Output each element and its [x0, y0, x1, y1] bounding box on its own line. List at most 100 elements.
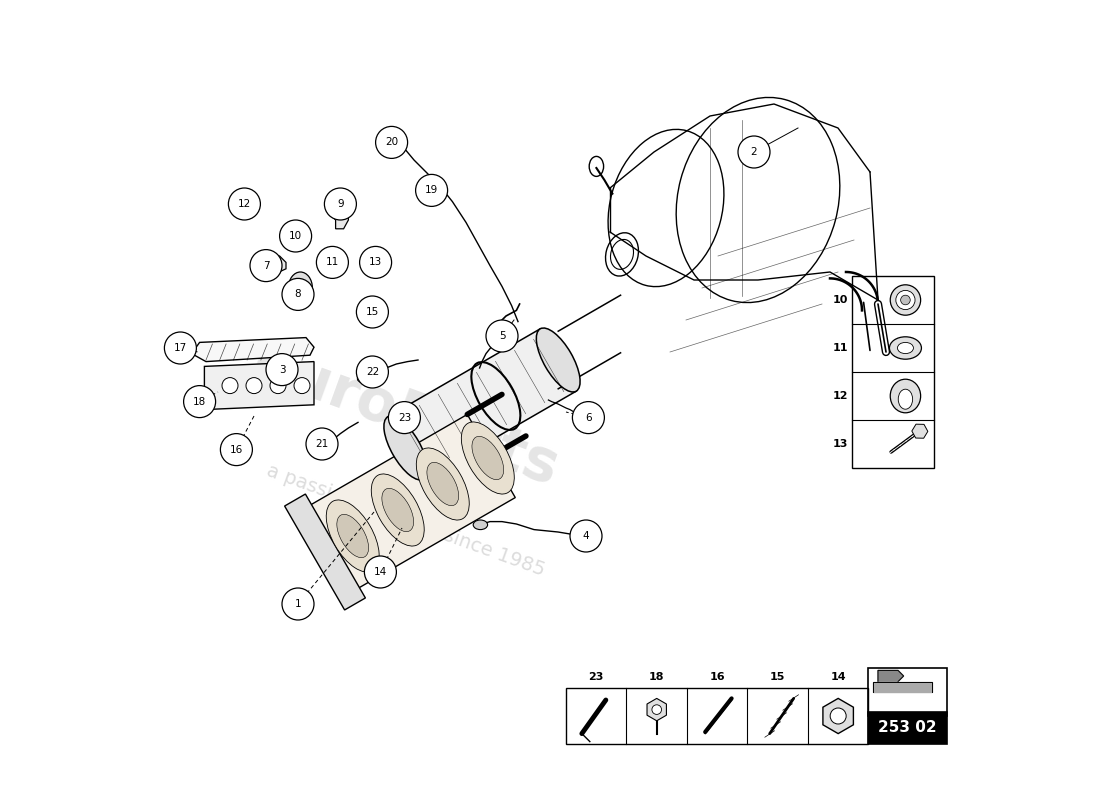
Text: 3: 3	[278, 365, 285, 374]
Text: 18: 18	[649, 671, 664, 682]
Text: 7: 7	[263, 261, 270, 270]
Ellipse shape	[295, 279, 307, 297]
Circle shape	[652, 705, 661, 714]
Text: 21: 21	[316, 439, 329, 449]
Ellipse shape	[427, 462, 459, 506]
Circle shape	[246, 378, 262, 394]
Circle shape	[220, 434, 252, 466]
Text: 4: 4	[583, 531, 590, 541]
Ellipse shape	[337, 514, 368, 558]
Text: 14: 14	[374, 567, 387, 577]
Text: 14: 14	[830, 671, 846, 682]
Text: 12: 12	[238, 199, 251, 209]
Circle shape	[324, 188, 356, 220]
Circle shape	[360, 246, 392, 278]
Circle shape	[332, 210, 342, 219]
Circle shape	[388, 402, 420, 434]
Ellipse shape	[416, 448, 470, 520]
Ellipse shape	[488, 330, 503, 345]
Ellipse shape	[898, 342, 913, 354]
Text: 11: 11	[326, 258, 339, 267]
Ellipse shape	[899, 389, 913, 409]
Polygon shape	[388, 329, 576, 479]
FancyBboxPatch shape	[868, 712, 947, 744]
Ellipse shape	[372, 474, 425, 546]
Text: 19: 19	[425, 186, 438, 195]
Ellipse shape	[288, 272, 312, 304]
Circle shape	[317, 246, 349, 278]
Text: euroParts: euroParts	[245, 334, 566, 498]
Circle shape	[364, 556, 396, 588]
Circle shape	[572, 402, 604, 434]
Text: 11: 11	[833, 343, 848, 353]
Circle shape	[282, 278, 314, 310]
Text: 23: 23	[398, 413, 411, 422]
Ellipse shape	[582, 532, 595, 548]
Circle shape	[184, 386, 216, 418]
Polygon shape	[262, 256, 286, 274]
Text: 16: 16	[710, 671, 725, 682]
Ellipse shape	[426, 189, 438, 198]
Text: 10: 10	[833, 295, 848, 305]
Text: 23: 23	[588, 671, 604, 682]
Text: 2: 2	[750, 147, 757, 157]
Text: a passion for parts since 1985: a passion for parts since 1985	[264, 461, 548, 579]
Ellipse shape	[461, 422, 515, 494]
Text: 22: 22	[366, 367, 379, 377]
Circle shape	[279, 220, 311, 252]
Polygon shape	[873, 682, 933, 692]
Text: 253 02: 253 02	[878, 721, 937, 735]
Circle shape	[830, 708, 846, 724]
Circle shape	[416, 174, 448, 206]
Text: 16: 16	[230, 445, 243, 454]
Polygon shape	[205, 362, 314, 410]
Circle shape	[229, 188, 261, 220]
Text: 15: 15	[366, 307, 379, 317]
Polygon shape	[301, 414, 515, 594]
Polygon shape	[878, 670, 903, 682]
Circle shape	[570, 520, 602, 552]
Text: 18: 18	[192, 397, 206, 406]
Text: 9: 9	[337, 199, 343, 209]
Ellipse shape	[895, 290, 915, 310]
Ellipse shape	[472, 436, 504, 480]
Ellipse shape	[382, 488, 414, 532]
Text: 13: 13	[368, 258, 382, 267]
Ellipse shape	[890, 337, 922, 359]
Ellipse shape	[384, 416, 428, 480]
Ellipse shape	[311, 443, 324, 453]
Text: 8: 8	[295, 290, 301, 299]
Circle shape	[375, 126, 408, 158]
Ellipse shape	[358, 373, 372, 382]
Ellipse shape	[901, 295, 910, 305]
Text: 17: 17	[174, 343, 187, 353]
Circle shape	[270, 378, 286, 394]
Circle shape	[738, 136, 770, 168]
Text: 10: 10	[289, 231, 302, 241]
Text: 1: 1	[295, 599, 301, 609]
Polygon shape	[191, 338, 313, 362]
Circle shape	[356, 296, 388, 328]
Ellipse shape	[327, 500, 380, 572]
Text: 13: 13	[833, 439, 848, 449]
Circle shape	[486, 320, 518, 352]
Text: 6: 6	[585, 413, 592, 422]
Circle shape	[266, 354, 298, 386]
Text: 5: 5	[498, 331, 505, 341]
Polygon shape	[285, 494, 365, 610]
Ellipse shape	[890, 285, 921, 315]
Circle shape	[356, 356, 388, 388]
Text: 15: 15	[770, 671, 785, 682]
Text: 20: 20	[385, 138, 398, 147]
Circle shape	[306, 428, 338, 460]
Circle shape	[282, 588, 314, 620]
Circle shape	[222, 378, 238, 394]
Polygon shape	[326, 210, 349, 229]
Circle shape	[164, 332, 197, 364]
Ellipse shape	[473, 520, 487, 530]
Ellipse shape	[537, 328, 580, 392]
Ellipse shape	[890, 379, 921, 413]
Circle shape	[250, 250, 282, 282]
Text: 12: 12	[833, 391, 848, 401]
Circle shape	[294, 378, 310, 394]
